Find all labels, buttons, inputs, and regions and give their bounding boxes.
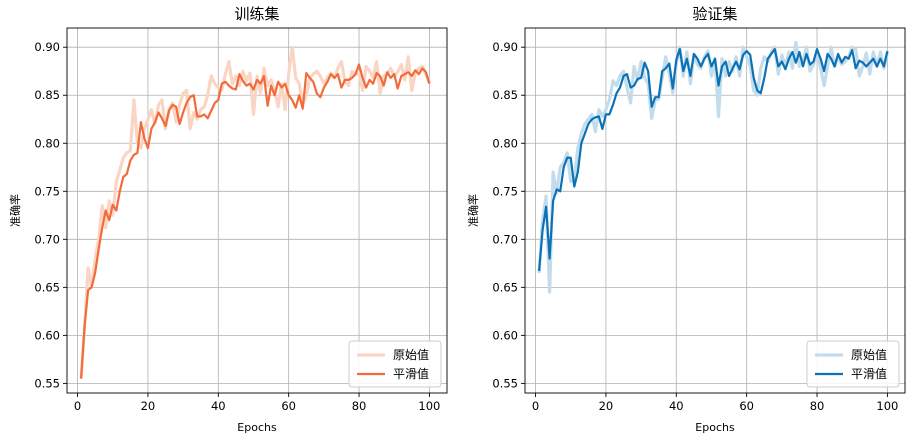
series-lines bbox=[537, 40, 889, 294]
legend-raw-label: 原始值 bbox=[851, 347, 887, 362]
smooth-series-line bbox=[80, 63, 431, 379]
smooth-series-line bbox=[538, 47, 889, 272]
x-tick-label: 40 bbox=[211, 399, 226, 413]
plot-frame bbox=[66, 27, 448, 394]
raw-series-line bbox=[79, 45, 431, 379]
y-tick-label: 0.60 bbox=[492, 328, 518, 342]
y-tick-label: 0.70 bbox=[492, 232, 518, 246]
y-tick-label: 0.65 bbox=[492, 280, 518, 294]
series-lines bbox=[79, 45, 431, 379]
x-axis-label: Epochs bbox=[237, 421, 277, 434]
x-tick-label: 80 bbox=[810, 399, 825, 413]
plot-frame bbox=[524, 27, 906, 394]
y-tick-label: 0.55 bbox=[492, 376, 518, 390]
y-tick-label: 0.75 bbox=[492, 184, 518, 198]
x-tick-label: 0 bbox=[532, 399, 539, 413]
chart-title: 验证集 bbox=[692, 5, 737, 23]
y-tick-label: 0.55 bbox=[34, 376, 60, 390]
y-tick-label: 0.60 bbox=[34, 328, 60, 342]
x-axis-label: Epochs bbox=[695, 421, 735, 434]
y-tick-label: 0.65 bbox=[34, 280, 60, 294]
y-axis-label: 准确率 bbox=[8, 194, 22, 227]
legend-box bbox=[806, 340, 900, 388]
y-tick-label: 0.85 bbox=[492, 88, 518, 102]
x-tick-label: 0 bbox=[74, 399, 81, 413]
y-axis-label: 准确率 bbox=[466, 194, 480, 227]
legend-raw-label: 原始值 bbox=[393, 347, 429, 362]
x-tick-label: 100 bbox=[876, 399, 898, 413]
legend: 原始值 平滑值 bbox=[348, 340, 442, 388]
x-tick-label: 80 bbox=[352, 399, 367, 413]
x-tick-label: 40 bbox=[669, 399, 684, 413]
y-tick-label: 0.90 bbox=[492, 40, 518, 54]
legend-smooth-label: 平滑值 bbox=[393, 366, 429, 381]
x-tick-label: 100 bbox=[418, 399, 440, 413]
x-tick-label: 20 bbox=[141, 399, 156, 413]
panel-train: 训练集 Epochs 准确率 0 20 40 60 80 100 0.55 0.60 0.65 0… bbox=[8, 5, 448, 434]
x-tick-label: 60 bbox=[739, 399, 754, 413]
x-tick-label: 60 bbox=[281, 399, 296, 413]
raw-series-line bbox=[537, 40, 889, 294]
chart-title: 训练集 bbox=[234, 5, 279, 23]
y-tick-label: 0.90 bbox=[34, 40, 60, 54]
gridlines bbox=[525, 28, 905, 393]
y-tick-label: 0.85 bbox=[34, 88, 60, 102]
y-tick-label: 0.75 bbox=[34, 184, 60, 198]
y-tick-label: 0.80 bbox=[492, 136, 518, 150]
y-tick-label: 0.80 bbox=[34, 136, 60, 150]
panel-validation: 验证集 Epochs 准确率 0 20 40 60 80 100 0.55 0.60 0.65 0… bbox=[466, 5, 906, 434]
x-tick-label: 20 bbox=[599, 399, 614, 413]
legend: 原始值 平滑值 bbox=[806, 340, 900, 388]
legend-box bbox=[348, 340, 442, 388]
legend-smooth-label: 平滑值 bbox=[851, 366, 887, 381]
y-tick-label: 0.70 bbox=[34, 232, 60, 246]
